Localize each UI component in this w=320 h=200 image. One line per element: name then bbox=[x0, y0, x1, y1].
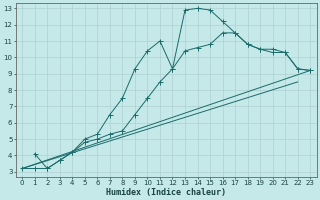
X-axis label: Humidex (Indice chaleur): Humidex (Indice chaleur) bbox=[106, 188, 226, 197]
